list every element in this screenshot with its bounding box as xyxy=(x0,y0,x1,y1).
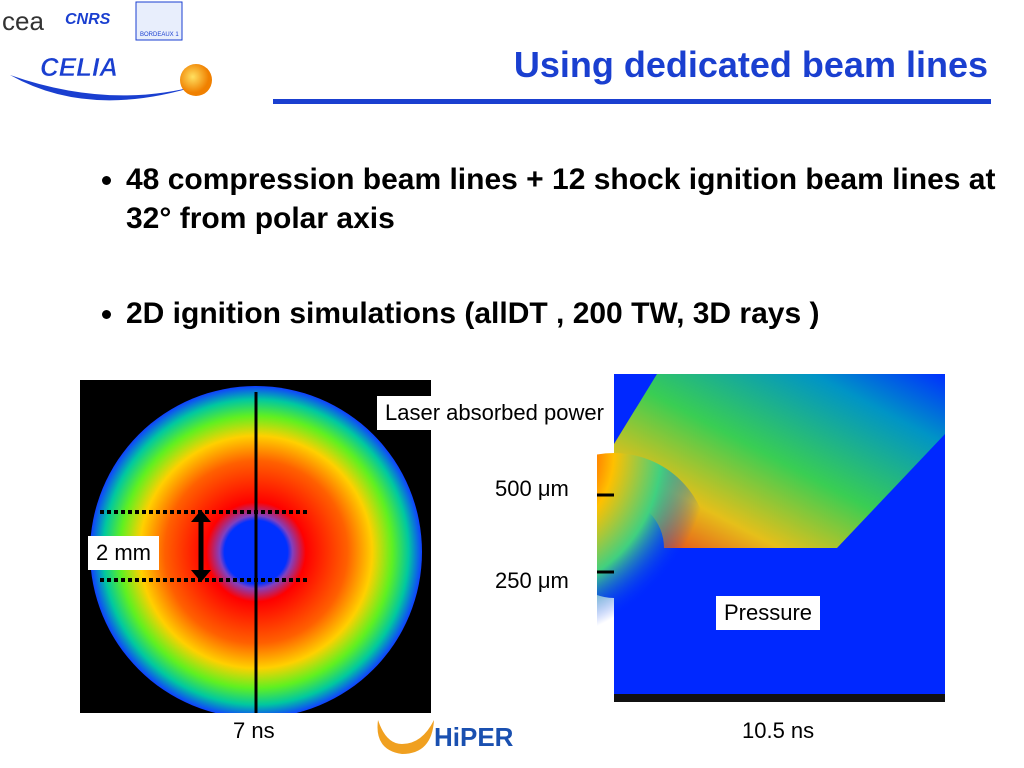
radius-label: 250 μm xyxy=(495,568,569,593)
title: Using dedicated beam lines xyxy=(513,44,988,85)
title-rule xyxy=(273,99,991,104)
univ-logo xyxy=(135,1,183,41)
right-simulation xyxy=(597,374,945,702)
cea-logo: cea xyxy=(2,6,44,36)
bottom-label: Pressure xyxy=(716,596,821,630)
hiper-text: HiPER xyxy=(434,722,514,752)
bullet-list: 48 compression beam lines + 12 shock ign… xyxy=(84,160,1024,389)
time-label: 7 ns xyxy=(233,718,275,743)
cnrs-logo: CNRS xyxy=(65,11,111,28)
bullet: 48 compression beam lines + 12 shock ign… xyxy=(126,160,1024,238)
radius-label: 500 μm xyxy=(495,476,569,501)
logo-group: cea CNRS BORDEAUX 1 CELIA xyxy=(2,1,212,101)
scale-label: 2 mm xyxy=(88,536,159,570)
top-label: Laser absorbed power xyxy=(377,396,612,430)
celia-logo: CELIA xyxy=(40,52,118,82)
hiper-logo: HiPER xyxy=(377,720,514,754)
bullet: 2D ignition simulations (allDT , 200 TW,… xyxy=(126,294,1024,333)
sun xyxy=(180,64,212,96)
univ-text: BORDEAUX 1 xyxy=(140,32,179,38)
time-label: 10.5 ns xyxy=(742,718,815,743)
swoosh xyxy=(10,75,200,101)
